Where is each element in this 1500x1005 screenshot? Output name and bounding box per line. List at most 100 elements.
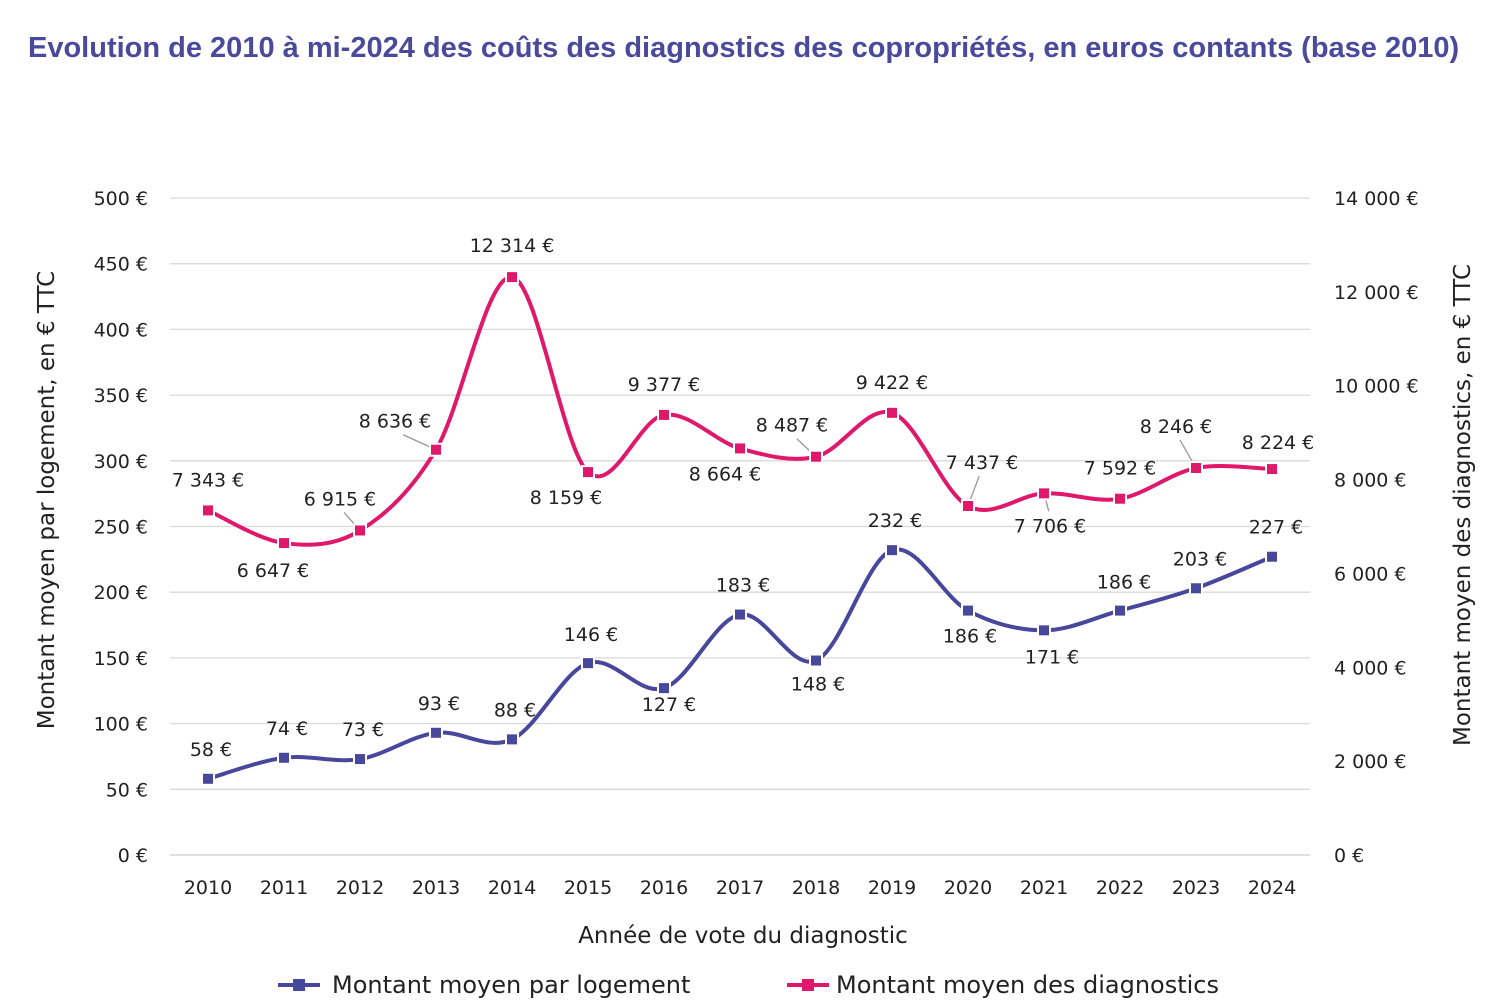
data-point xyxy=(581,656,595,671)
data-label: 8 224 € xyxy=(1242,432,1315,454)
data-label: 227 € xyxy=(1249,517,1303,539)
data-point xyxy=(961,498,975,513)
y-tick-left: 50 € xyxy=(106,779,148,801)
data-label: 7 592 € xyxy=(1084,458,1157,480)
data-point xyxy=(733,607,747,622)
y-tick-left: 0 € xyxy=(118,845,148,867)
y-tick-right: 12 000 € xyxy=(1334,282,1419,304)
data-point xyxy=(809,449,823,464)
data-point xyxy=(505,732,519,747)
x-tick: 2012 xyxy=(336,877,384,899)
y-tick-left: 400 € xyxy=(94,319,148,341)
y-tick-right: 6 000 € xyxy=(1334,563,1407,585)
data-label: 8 487 € xyxy=(756,415,829,437)
data-label: 146 € xyxy=(564,624,618,646)
data-point xyxy=(353,523,367,538)
data-label: 183 € xyxy=(716,575,770,597)
x-tick: 2018 xyxy=(792,877,840,899)
data-label: 203 € xyxy=(1173,548,1227,570)
data-label: 12 314 € xyxy=(470,235,555,257)
series-line-diagnostics xyxy=(207,275,1273,547)
y-tick-left: 350 € xyxy=(94,385,148,407)
x-tick: 2017 xyxy=(716,877,764,899)
legend-marker xyxy=(802,979,814,991)
data-label: 6 915 € xyxy=(304,488,377,510)
data-label: 74 € xyxy=(266,718,308,740)
legend-label: Montant moyen par logement xyxy=(332,971,690,999)
x-tick: 2022 xyxy=(1096,877,1144,899)
y-tick-left: 300 € xyxy=(94,451,148,473)
data-point xyxy=(581,465,595,480)
data-point xyxy=(1037,623,1051,638)
y-axis-label-right: Montant moyen des diagnostics, en € TTC xyxy=(1450,264,1476,746)
data-point xyxy=(201,771,215,786)
legend-marker xyxy=(293,979,305,991)
data-point xyxy=(429,442,443,457)
data-point xyxy=(1265,462,1279,477)
data-point xyxy=(885,405,899,420)
data-label: 186 € xyxy=(943,626,997,648)
data-label: 186 € xyxy=(1097,572,1151,594)
x-tick: 2019 xyxy=(868,877,916,899)
data-label: 8 636 € xyxy=(359,411,432,433)
data-point xyxy=(277,750,291,765)
data-point xyxy=(657,407,671,422)
y-tick-right: 10 000 € xyxy=(1334,376,1419,398)
data-point xyxy=(1265,549,1279,564)
data-label: 7 437 € xyxy=(946,452,1019,474)
data-label: 8 246 € xyxy=(1140,416,1213,438)
y-tick-left: 200 € xyxy=(94,582,148,604)
data-label: 6 647 € xyxy=(237,560,310,582)
data-label: 171 € xyxy=(1025,646,1079,668)
y-axis-label-left: Montant moyen par logement, en € TTC xyxy=(34,271,60,729)
data-label: 9 377 € xyxy=(628,374,701,396)
data-point xyxy=(733,441,747,456)
data-point xyxy=(961,603,975,618)
data-point xyxy=(201,503,215,518)
data-label: 7 706 € xyxy=(1014,515,1087,537)
data-label: 127 € xyxy=(642,694,696,716)
x-tick: 2013 xyxy=(412,877,460,899)
y-tick-left: 450 € xyxy=(94,254,148,276)
x-tick: 2016 xyxy=(640,877,688,899)
x-tick: 2014 xyxy=(488,877,536,899)
x-tick: 2011 xyxy=(260,877,308,899)
y-tick-right: 2 000 € xyxy=(1334,751,1407,773)
x-tick: 2020 xyxy=(944,877,992,899)
y-tick-left: 500 € xyxy=(94,188,148,210)
data-point xyxy=(505,270,519,285)
chart-title: Evolution de 2010 à mi-2024 des coûts de… xyxy=(28,32,1460,64)
data-point xyxy=(429,725,443,740)
legend-label: Montant moyen des diagnostics xyxy=(836,971,1219,999)
data-point xyxy=(1113,491,1127,506)
data-label: 58 € xyxy=(190,739,232,761)
y-tick-left: 100 € xyxy=(94,714,148,736)
data-label: 8 664 € xyxy=(689,463,762,485)
data-point xyxy=(1113,603,1127,618)
data-label: 9 422 € xyxy=(856,372,929,394)
x-tick: 2021 xyxy=(1020,877,1068,899)
x-axis-label: Année de vote du diagnostic xyxy=(578,923,908,949)
y-tick-left: 250 € xyxy=(94,517,148,539)
data-point xyxy=(1037,486,1051,501)
y-tick-right: 4 000 € xyxy=(1334,657,1407,679)
y-tick-left: 150 € xyxy=(94,648,148,670)
data-label: 73 € xyxy=(342,719,384,741)
x-tick: 2024 xyxy=(1248,877,1296,899)
data-point xyxy=(885,543,899,558)
data-label: 8 159 € xyxy=(530,487,603,509)
data-label: 93 € xyxy=(418,693,460,715)
y-tick-right: 0 € xyxy=(1334,845,1364,867)
data-label: 232 € xyxy=(868,510,922,532)
data-label: 7 343 € xyxy=(172,469,245,491)
x-tick: 2010 xyxy=(184,877,232,899)
data-point xyxy=(277,536,291,551)
data-label: 148 € xyxy=(791,674,845,696)
data-point xyxy=(809,653,823,668)
y-tick-right: 14 000 € xyxy=(1334,188,1419,210)
x-tick: 2023 xyxy=(1172,877,1220,899)
data-point xyxy=(1189,581,1203,596)
x-tick: 2015 xyxy=(564,877,612,899)
data-point xyxy=(1189,461,1203,476)
